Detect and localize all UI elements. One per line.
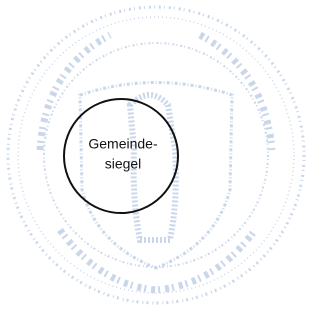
seal-image: Gemeinde- siegel	[0, 0, 307, 309]
seal-label: Gemeinde-	[88, 136, 158, 152]
seal-label: siegel	[105, 156, 142, 172]
stamp-lettering	[40, 35, 272, 290]
stamp-outer-ring	[8, 7, 304, 303]
stamp-inner-ring	[18, 17, 294, 293]
page: Gemeinde- siegel (() => { const data = J…	[0, 0, 307, 309]
faded-stamp	[8, 7, 304, 303]
stamp-text-ring	[44, 43, 268, 267]
